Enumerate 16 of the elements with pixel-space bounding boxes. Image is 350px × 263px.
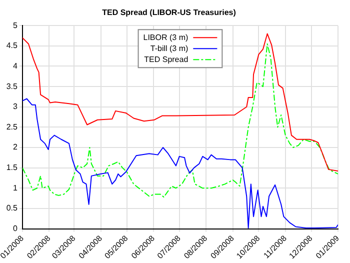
y-tick-label: 3	[12, 102, 18, 112]
y-tick-label: 4	[12, 61, 18, 70]
legend-label: LIBOR (3 m)	[143, 32, 188, 42]
y-tick-label: 5	[12, 20, 18, 30]
y-tick-label: 2.5	[6, 122, 18, 132]
chart-title: TED Spread (LIBOR-US Treasuries)	[102, 8, 236, 18]
legend-label: TED Spread	[144, 54, 188, 64]
y-tick-label: 3.5	[6, 82, 18, 91]
legend-label: T-bill (3 m)	[150, 44, 189, 53]
line-series	[22, 43, 338, 198]
y-tick-label: 0	[12, 224, 18, 233]
y-tick-label: 1.5	[6, 163, 18, 172]
y-tick-label: 1	[12, 183, 18, 192]
y-tick-label: 4.5	[6, 41, 18, 50]
y-tick-label: 2	[12, 142, 18, 152]
y-tick-label: 0.5	[6, 204, 18, 213]
